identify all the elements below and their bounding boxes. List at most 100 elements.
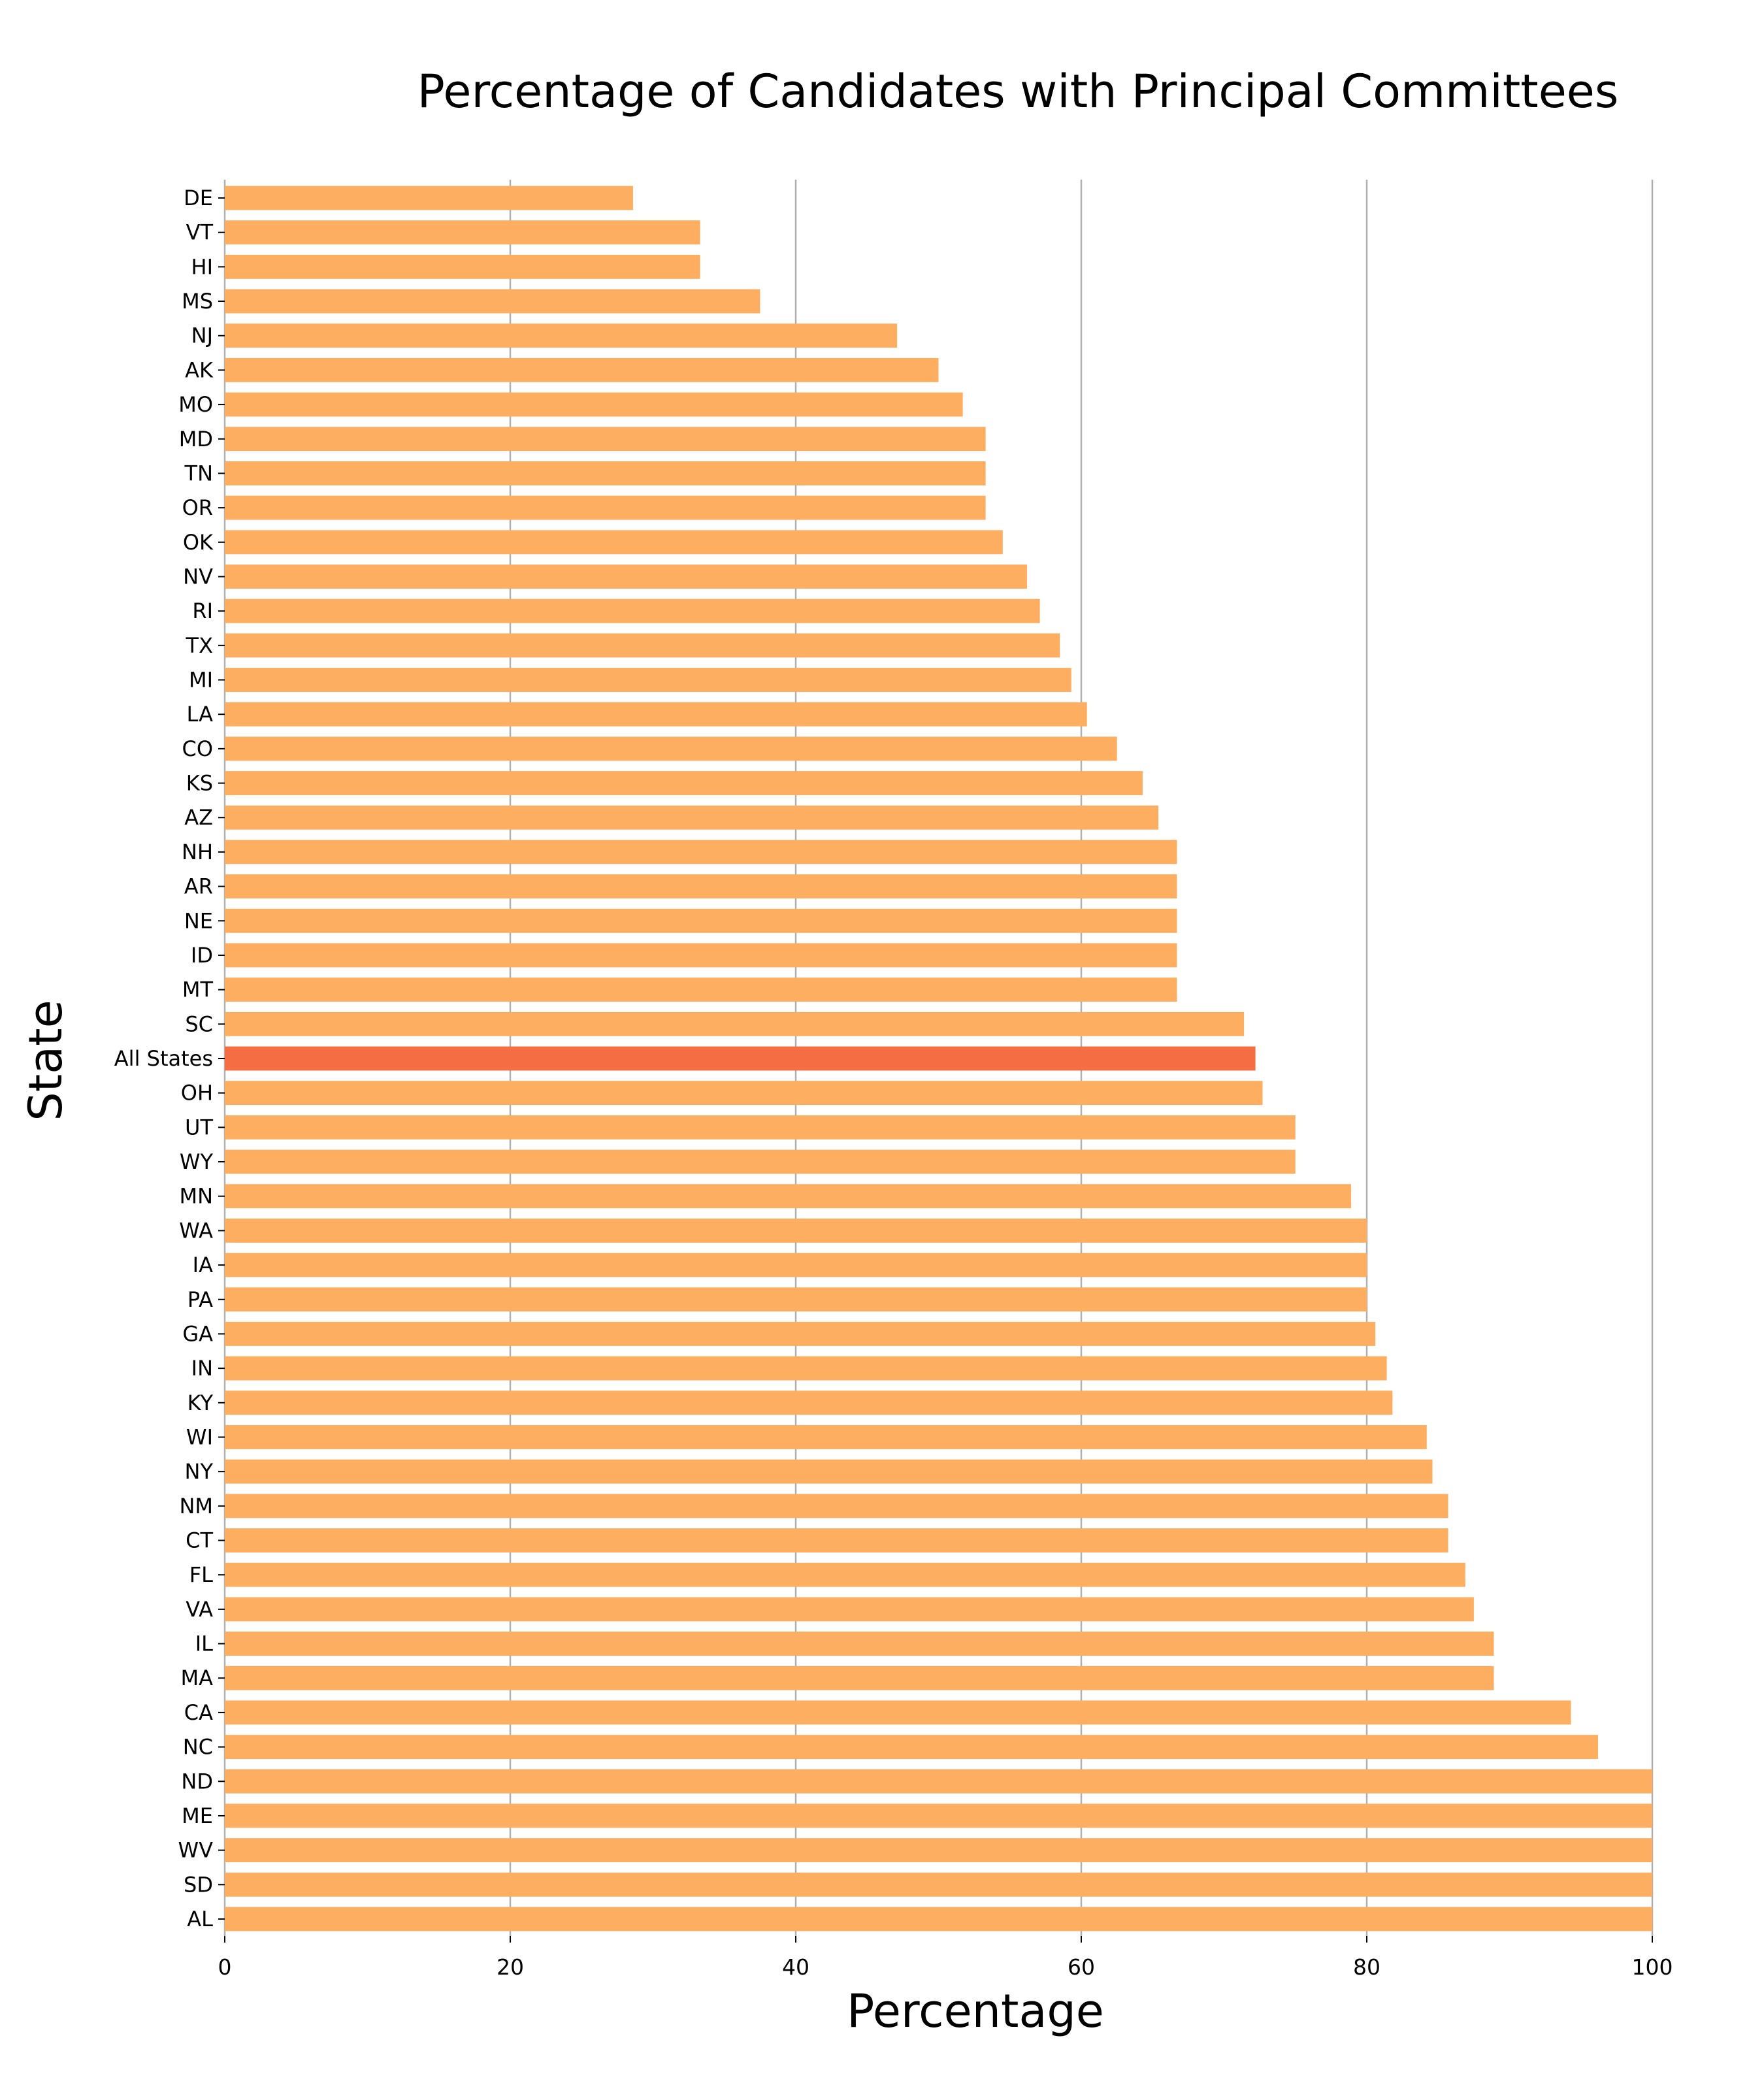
bar (225, 1184, 1351, 1209)
y-tick-label: AK (185, 357, 214, 382)
bar (225, 1081, 1263, 1106)
bar (225, 427, 986, 451)
y-tick-label: KS (186, 771, 213, 796)
y-tick-label: PA (188, 1287, 213, 1312)
bar (225, 1356, 1387, 1381)
bar (225, 1425, 1427, 1449)
bar (225, 220, 700, 245)
x-tick-label: 80 (1353, 1954, 1380, 1980)
chart-title: Percentage of Candidates with Principal … (417, 65, 1619, 118)
y-tick-label: UT (185, 1115, 213, 1140)
y-tick-label: MN (179, 1184, 213, 1209)
y-tick-label: OK (183, 530, 214, 555)
y-tick-label: AZ (184, 805, 213, 830)
bar (225, 289, 760, 314)
bar (225, 1253, 1367, 1277)
y-tick-label: AL (187, 1907, 213, 1931)
bar (225, 1562, 1465, 1587)
y-tick-label: OR (182, 495, 213, 520)
bar (225, 1769, 1652, 1794)
y-tick-label: NC (183, 1735, 213, 1760)
y-tick-label: FL (189, 1562, 213, 1587)
bar (225, 1322, 1376, 1346)
y-tick-label: WY (180, 1149, 214, 1174)
bar (225, 1115, 1296, 1140)
y-tick-label: MS (182, 289, 213, 314)
y-tick-label: OH (181, 1081, 213, 1106)
y-tick-label: LA (187, 702, 214, 727)
y-tick-label: SC (185, 1011, 213, 1036)
bar (225, 357, 939, 382)
y-tick-label: MA (181, 1666, 214, 1690)
y-tick-label: NM (179, 1494, 213, 1519)
bar (225, 1735, 1598, 1760)
y-tick-label: TN (184, 461, 213, 485)
y-tick-labels: DE VT HI MS NJ AK MO MD TN OR OK NV RI TX MI LA CO KS AZ NH… (114, 186, 225, 1931)
y-tick-label: CO (182, 736, 213, 761)
bar (225, 1700, 1571, 1725)
bar (225, 977, 1177, 1002)
bar (225, 495, 986, 520)
y-tick-label: WA (179, 1218, 213, 1243)
bar (225, 633, 1060, 658)
bar (225, 771, 1143, 795)
bar (225, 1218, 1367, 1243)
bar (225, 1803, 1652, 1828)
y-tick-label: IA (193, 1253, 213, 1277)
x-tick-label: 40 (782, 1954, 809, 1980)
y-axis-label: State (19, 1000, 73, 1121)
x-tick-label: 100 (1632, 1954, 1673, 1980)
bar (225, 736, 1117, 761)
bar (225, 1459, 1433, 1484)
y-tick-label: MI (189, 668, 213, 693)
bar (225, 1632, 1494, 1656)
bar (225, 530, 1003, 555)
x-tick-label: 60 (1068, 1954, 1095, 1980)
y-tick-label: CA (184, 1700, 213, 1725)
y-tick-label: IL (195, 1632, 213, 1656)
y-tick-label: RI (192, 599, 213, 623)
y-tick-label: NJ (191, 323, 213, 348)
bar (225, 1907, 1652, 1931)
bar (225, 323, 898, 348)
y-tick-label: ID (191, 943, 213, 968)
y-tick-label: WV (178, 1838, 213, 1863)
bar (225, 1838, 1652, 1863)
bar (225, 186, 633, 210)
bar (225, 874, 1177, 899)
bar (225, 1494, 1448, 1519)
bar (225, 668, 1071, 692)
y-tick-label: AR (184, 874, 213, 899)
bar (225, 908, 1177, 933)
y-tick-label: VT (186, 220, 214, 245)
y-tick-label: MD (179, 427, 213, 451)
bar (225, 1390, 1393, 1415)
bar (225, 1666, 1494, 1690)
y-tick-label: NH (182, 840, 213, 864)
x-tick-labels: 0 20 40 60 80 100 (218, 1936, 1673, 1980)
bar (225, 254, 700, 279)
bar (225, 1046, 1256, 1071)
y-tick-label: GA (182, 1321, 213, 1346)
y-tick-label: CT (186, 1528, 213, 1553)
y-tick-label: MO (178, 392, 213, 417)
y-tick-label: IN (191, 1356, 213, 1381)
x-axis-label: Percentage (847, 1984, 1104, 2038)
y-tick-label: NE (184, 908, 213, 933)
y-tick-label: DE (184, 186, 213, 210)
bar (225, 461, 986, 485)
x-tick-label: 0 (218, 1954, 232, 1980)
bar (225, 599, 1040, 623)
bar (225, 1872, 1652, 1897)
y-tick-label: SD (184, 1872, 213, 1897)
y-tick-label: HI (191, 254, 214, 279)
bar (225, 840, 1177, 864)
y-tick-label: NV (183, 564, 213, 589)
bar (225, 392, 963, 417)
bar (225, 1287, 1367, 1312)
y-tick-label: All States (114, 1046, 213, 1071)
bar (225, 1528, 1448, 1552)
y-tick-label: TX (186, 633, 213, 658)
y-tick-label: KY (188, 1390, 214, 1415)
